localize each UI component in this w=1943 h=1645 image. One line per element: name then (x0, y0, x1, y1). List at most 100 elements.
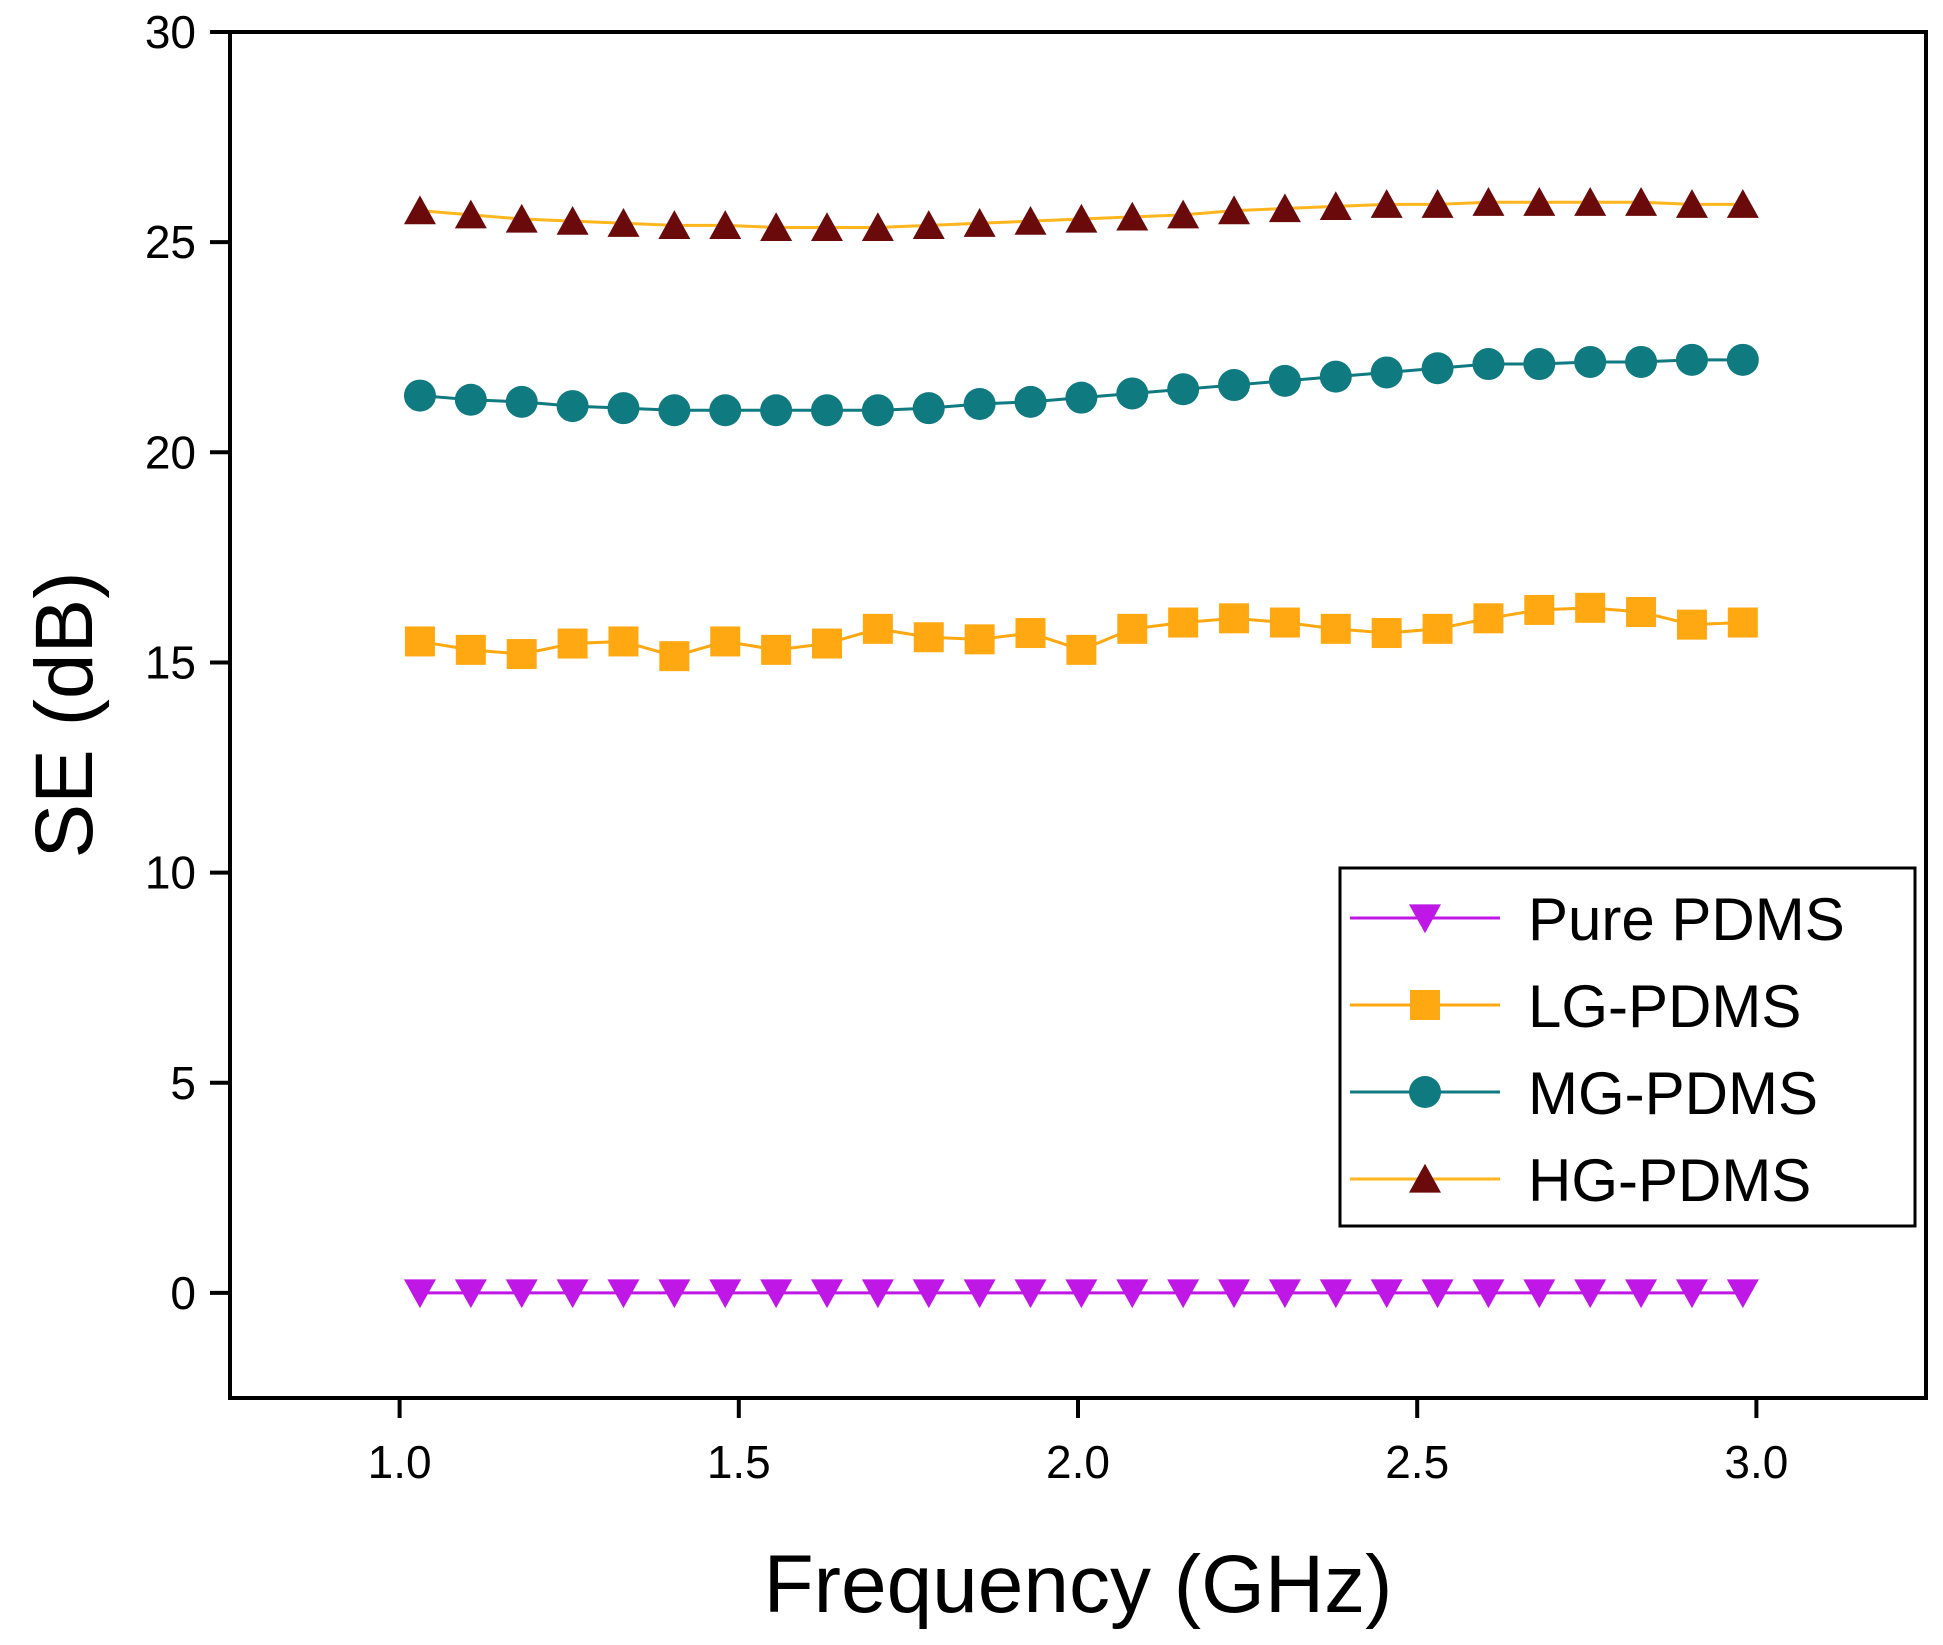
y-tick-label-1: 5 (170, 1057, 196, 1109)
point-hg-pdms-11 (963, 208, 996, 237)
legend-entry-lg-pdms: LG-PDMS (1350, 973, 1801, 1040)
point-pure-pdms-10 (912, 1279, 945, 1309)
point-pure-pdms-13 (1065, 1279, 1098, 1309)
point-hg-pdms-22 (1523, 187, 1556, 216)
point-pure-pdms-3 (556, 1279, 589, 1309)
point-lg-pdms-8 (811, 628, 842, 659)
point-lg-pdms-19 (1371, 618, 1402, 649)
point-mg-pdms-7 (760, 394, 793, 427)
point-lg-pdms-5 (659, 641, 690, 672)
point-lg-pdms-1 (455, 634, 486, 665)
point-mg-pdms-25 (1675, 343, 1708, 376)
y-tick-label-2: 10 (145, 847, 196, 899)
point-mg-pdms-16 (1218, 369, 1251, 402)
legend: Pure PDMS LG-PDMS MG-PDMS HG-PDMS (1338, 866, 1917, 1228)
point-lg-pdms-26 (1727, 607, 1758, 638)
point-lg-pdms-25 (1676, 609, 1707, 640)
point-mg-pdms-8 (810, 394, 843, 427)
point-hg-pdms-6 (709, 210, 742, 239)
point-pure-pdms-12 (1014, 1279, 1047, 1309)
point-hg-pdms-24 (1625, 187, 1658, 216)
legend-label-pure-pdms: Pure PDMS (1528, 886, 1845, 953)
point-lg-pdms-13 (1066, 634, 1097, 665)
point-lg-pdms-10 (913, 622, 944, 653)
point-pure-pdms-18 (1319, 1279, 1352, 1309)
point-hg-pdms-2 (505, 203, 538, 233)
legend-marker-mg-pdms (1409, 1076, 1441, 1108)
point-hg-pdms-9 (861, 212, 894, 242)
point-pure-pdms-21 (1472, 1279, 1505, 1309)
point-pure-pdms-8 (810, 1279, 843, 1309)
point-hg-pdms-0 (403, 195, 436, 225)
point-hg-pdms-12 (1014, 205, 1047, 235)
point-hg-pdms-18 (1319, 191, 1352, 221)
point-lg-pdms-12 (1015, 618, 1046, 649)
point-pure-pdms-14 (1116, 1279, 1149, 1309)
series-hg-pdms (403, 187, 1759, 242)
point-hg-pdms-4 (607, 208, 640, 237)
point-lg-pdms-7 (761, 634, 792, 665)
legend-entry-hg-pdms: HG-PDMS (1350, 1147, 1811, 1214)
point-hg-pdms-15 (1167, 199, 1200, 229)
point-pure-pdms-20 (1421, 1279, 1454, 1309)
legend-marker-hg-pdms (1409, 1163, 1441, 1193)
point-hg-pdms-5 (658, 210, 691, 239)
point-pure-pdms-7 (760, 1279, 793, 1309)
point-hg-pdms-10 (912, 210, 945, 239)
point-mg-pdms-18 (1319, 360, 1352, 393)
point-hg-pdms-16 (1218, 195, 1251, 225)
point-pure-pdms-2 (505, 1279, 538, 1309)
x-tick-label-4: 3.0 (1724, 1436, 1788, 1488)
point-pure-pdms-9 (861, 1279, 894, 1309)
point-lg-pdms-3 (557, 628, 588, 659)
point-pure-pdms-1 (454, 1279, 487, 1309)
y-axis: 0 5 10 15 20 25 30 (145, 6, 230, 1319)
x-axis-title: Frequency (GHz) (764, 1539, 1393, 1630)
x-tick-label-0: 1.0 (368, 1436, 432, 1488)
point-lg-pdms-22 (1524, 594, 1555, 625)
y-tick-label-0: 0 (170, 1267, 196, 1319)
point-lg-pdms-2 (506, 639, 537, 670)
y-tick-label-3: 15 (145, 636, 196, 688)
point-mg-pdms-2 (505, 385, 538, 418)
point-mg-pdms-20 (1421, 352, 1454, 385)
point-hg-pdms-8 (810, 212, 843, 242)
point-lg-pdms-21 (1473, 603, 1504, 634)
point-hg-pdms-13 (1065, 203, 1098, 233)
series-mg-pdms (403, 343, 1759, 427)
point-mg-pdms-1 (454, 383, 487, 416)
point-mg-pdms-26 (1726, 343, 1759, 376)
point-lg-pdms-17 (1269, 607, 1300, 638)
point-hg-pdms-19 (1370, 189, 1403, 218)
point-lg-pdms-6 (710, 626, 741, 657)
legend-label-lg-pdms: LG-PDMS (1528, 973, 1801, 1040)
point-mg-pdms-0 (403, 379, 436, 412)
point-pure-pdms-4 (607, 1279, 640, 1309)
point-hg-pdms-23 (1574, 187, 1607, 216)
point-mg-pdms-13 (1065, 381, 1098, 414)
point-pure-pdms-0 (403, 1279, 436, 1309)
point-mg-pdms-17 (1268, 364, 1301, 397)
point-pure-pdms-16 (1218, 1279, 1251, 1309)
legend-marker-lg-pdms (1410, 990, 1440, 1020)
point-hg-pdms-17 (1268, 193, 1301, 223)
point-mg-pdms-21 (1472, 348, 1505, 381)
point-pure-pdms-19 (1370, 1279, 1403, 1309)
point-pure-pdms-17 (1268, 1279, 1301, 1309)
point-pure-pdms-23 (1574, 1279, 1607, 1309)
point-mg-pdms-5 (658, 394, 691, 427)
point-pure-pdms-6 (709, 1279, 742, 1309)
point-mg-pdms-10 (912, 392, 945, 425)
legend-entry-pure-pdms: Pure PDMS (1350, 886, 1845, 953)
point-mg-pdms-6 (709, 394, 742, 427)
point-mg-pdms-11 (963, 387, 996, 420)
legend-marker-pure-pdms (1409, 904, 1441, 934)
legend-entry-mg-pdms: MG-PDMS (1350, 1060, 1818, 1127)
point-pure-pdms-11 (963, 1279, 996, 1309)
point-hg-pdms-3 (556, 205, 589, 235)
series-pure-pdms (403, 1279, 1759, 1309)
point-mg-pdms-22 (1523, 348, 1556, 381)
point-lg-pdms-11 (964, 624, 995, 655)
